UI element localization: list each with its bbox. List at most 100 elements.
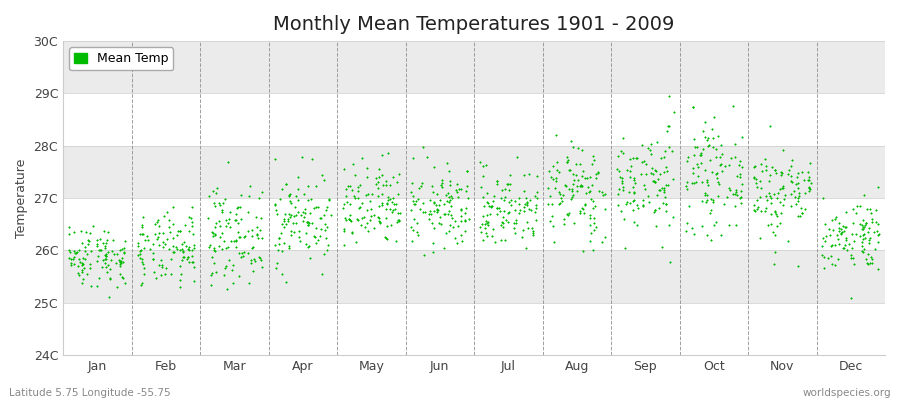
Point	[218, 196, 232, 202]
Point	[825, 242, 840, 248]
Point	[625, 162, 639, 169]
Point	[150, 219, 165, 225]
Point	[219, 263, 233, 269]
Point	[626, 184, 641, 190]
Point	[864, 260, 878, 267]
Point	[344, 218, 358, 224]
Point	[626, 155, 640, 162]
Point	[381, 197, 395, 203]
Point	[220, 159, 235, 166]
Point	[369, 174, 383, 181]
Point	[722, 184, 736, 191]
Point	[616, 216, 631, 222]
Point	[234, 192, 248, 198]
Point	[659, 181, 673, 188]
Point	[714, 160, 728, 167]
Point	[768, 167, 782, 174]
Point	[643, 147, 657, 153]
Point	[709, 154, 724, 160]
Point	[645, 165, 660, 172]
Point	[480, 230, 494, 236]
Point	[699, 136, 714, 143]
Point	[613, 148, 627, 154]
Point	[156, 230, 170, 236]
Point	[784, 202, 798, 209]
Point	[289, 212, 303, 218]
Point	[861, 224, 876, 231]
Point	[380, 200, 394, 207]
Point	[163, 229, 177, 236]
Point	[567, 177, 581, 184]
Point	[405, 238, 419, 244]
Point	[283, 198, 297, 204]
Point	[230, 244, 244, 250]
Point	[498, 186, 512, 193]
Point	[371, 185, 385, 191]
Point	[564, 138, 579, 144]
Point	[173, 284, 187, 290]
Point	[342, 216, 356, 222]
Point	[337, 242, 351, 248]
Point	[771, 190, 786, 196]
Point	[635, 203, 650, 210]
Point	[97, 244, 112, 251]
Point	[374, 152, 389, 158]
Point	[838, 224, 852, 230]
Point	[419, 154, 434, 160]
Point	[319, 226, 333, 233]
Point	[614, 208, 628, 214]
Point	[458, 210, 473, 216]
Point	[798, 190, 813, 196]
Point	[619, 201, 634, 208]
Point	[787, 188, 801, 194]
Point	[616, 135, 630, 142]
Point	[635, 159, 650, 166]
Point	[382, 182, 397, 189]
Point	[552, 169, 566, 175]
Point	[184, 215, 198, 221]
Point	[248, 258, 263, 264]
Point	[834, 230, 849, 236]
Point	[689, 144, 704, 150]
Point	[657, 189, 671, 195]
Point	[130, 242, 145, 249]
Point	[845, 231, 859, 237]
Point	[598, 190, 612, 197]
Point	[648, 207, 662, 213]
Point	[454, 232, 468, 238]
Point	[490, 181, 504, 187]
Point	[337, 228, 351, 234]
Point	[443, 197, 457, 204]
Point	[137, 245, 151, 251]
Point	[392, 210, 407, 216]
Point	[430, 206, 445, 212]
Point	[508, 220, 522, 226]
Point	[372, 166, 386, 172]
Point	[589, 202, 603, 209]
Point	[518, 194, 533, 201]
Point	[446, 224, 461, 231]
Point	[418, 209, 432, 215]
Point	[361, 190, 375, 197]
Point	[855, 222, 869, 228]
Point	[450, 240, 464, 246]
Point	[630, 222, 644, 228]
Point	[592, 188, 607, 194]
Point	[691, 164, 706, 170]
Point	[587, 220, 601, 226]
Point	[255, 188, 269, 195]
Point	[734, 181, 749, 187]
Point	[343, 217, 357, 223]
Point	[283, 211, 297, 217]
Point	[429, 202, 444, 208]
Point	[734, 171, 748, 178]
Point	[215, 207, 230, 213]
Point	[170, 228, 184, 234]
Point	[795, 210, 809, 216]
Point	[295, 154, 310, 160]
Point	[75, 240, 89, 246]
Point	[857, 246, 871, 252]
Point	[207, 260, 221, 266]
Point	[214, 230, 229, 236]
Legend: Mean Temp: Mean Temp	[69, 47, 174, 70]
